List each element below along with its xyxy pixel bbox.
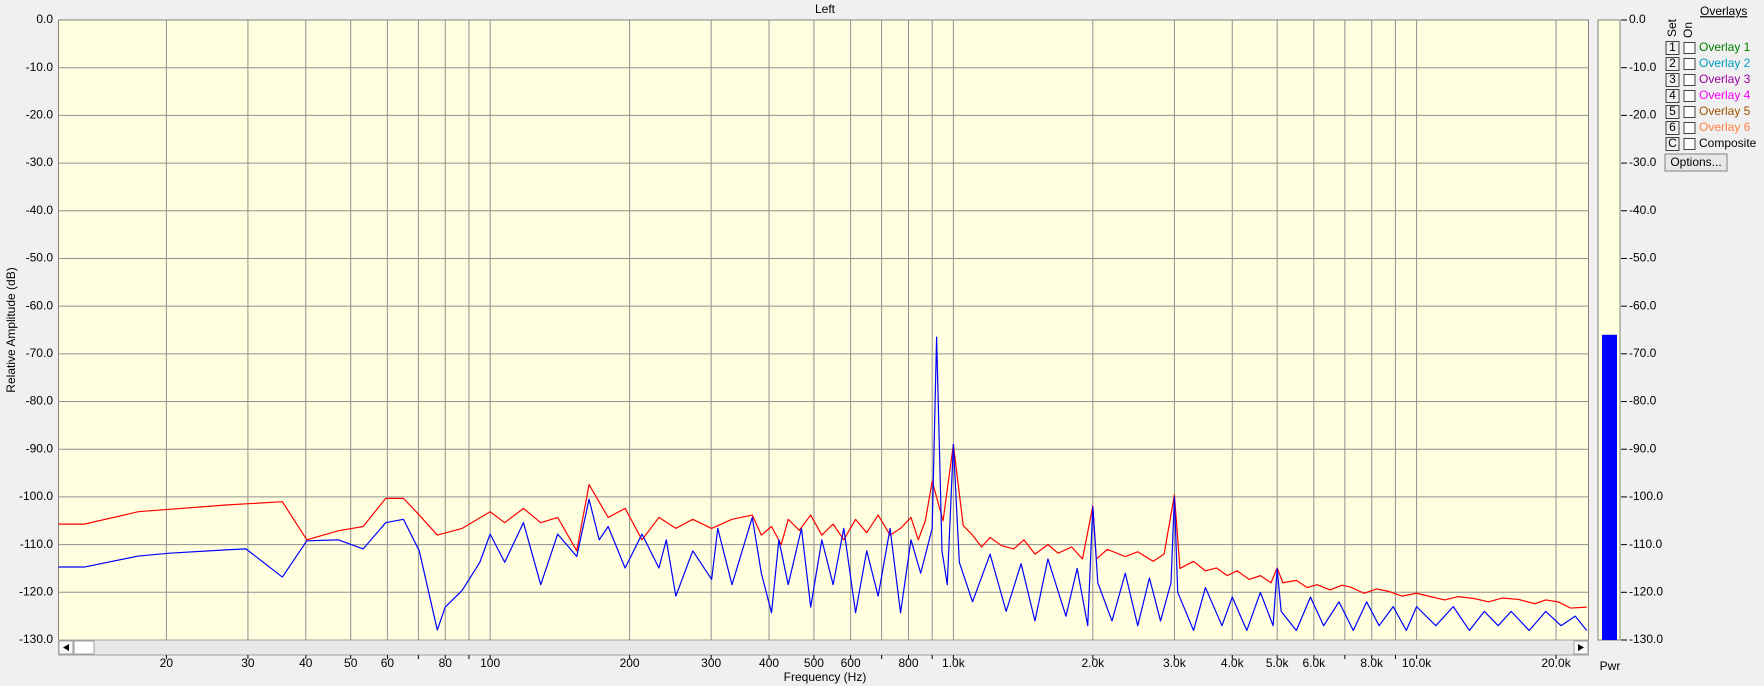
x-tick-label: 60 (381, 656, 395, 670)
y-tick-label: -10.0 (26, 60, 54, 74)
y-tick-label: -50.0 (26, 251, 54, 265)
set-button-label: 6 (1669, 120, 1676, 134)
meter-tick-label: -90.0 (1629, 441, 1657, 455)
overlay-checkbox[interactable] (1683, 90, 1696, 102)
y-tick-label: 0.0 (36, 12, 53, 26)
meter-tick-label: -30.0 (1629, 155, 1657, 169)
set-button-label: 2 (1669, 56, 1676, 70)
y-tick-label: -80.0 (26, 394, 54, 408)
set-button[interactable] (1665, 73, 1680, 87)
meter-tick-label: -80.0 (1629, 394, 1657, 408)
x-tick-label: 8.0k (1360, 656, 1384, 670)
meter-tick-label: -110.0 (1629, 537, 1662, 551)
x-tick-label: 40 (299, 656, 313, 670)
y-tick-label: -20.0 (26, 108, 54, 122)
y-tick-label: -110.0 (20, 537, 53, 551)
meter-tick-label: -130.0 (1629, 632, 1663, 646)
set-button[interactable] (1665, 41, 1680, 55)
y-tick-label: -60.0 (26, 298, 54, 312)
y-tick-label: -100.0 (19, 489, 53, 503)
meter-tick-label: 0.0 (1629, 12, 1646, 26)
y-tick-label: -40.0 (26, 203, 54, 217)
set-button[interactable] (1665, 57, 1680, 71)
set-button[interactable] (1665, 105, 1680, 119)
x-tick-label: 1.0k (942, 656, 966, 670)
scroll-track (58, 639, 1589, 656)
x-tick-label: 500 (804, 656, 824, 670)
options-button-label: Options... (1670, 155, 1721, 169)
x-tick-label: 400 (759, 656, 779, 670)
x-tick-label: 20 (160, 656, 174, 670)
overlay-label: Overlay 2 (1699, 56, 1751, 70)
overlay-label: Overlay 1 (1699, 40, 1751, 54)
plot-area (58, 19, 1589, 641)
overlay-checkbox[interactable] (1683, 122, 1696, 134)
meter-tick-label: -20.0 (1629, 108, 1657, 122)
x-tick-label: 3.0k (1163, 656, 1187, 670)
set-button-label: C (1668, 136, 1677, 150)
y-tick-label: -70.0 (26, 346, 54, 360)
chart-title: Left (815, 2, 836, 16)
set-button-label: 5 (1669, 104, 1676, 118)
meter-tick-label: -100.0 (1629, 489, 1663, 503)
meter-tick-label: -40.0 (1629, 203, 1657, 217)
meter-bar (1602, 334, 1617, 640)
overlays-title: Overlays (1700, 4, 1747, 18)
x-tick-label: 4.0k (1221, 656, 1245, 670)
x-tick-label: 2.0k (1081, 656, 1105, 670)
y-tick-label: -130.0 (19, 632, 53, 646)
y-tick-label: -90.0 (26, 441, 54, 455)
meter-tick-label: -60.0 (1629, 298, 1657, 312)
x-tick-label: 10.0k (1402, 656, 1432, 670)
overlay-checkbox[interactable] (1683, 42, 1696, 54)
meter-tick-label: -50.0 (1629, 251, 1657, 265)
scroll-thumb[interactable] (73, 640, 95, 655)
x-tick-label: 6.0k (1302, 656, 1326, 670)
overlay-checkbox[interactable] (1683, 138, 1696, 150)
meter-tick-label: -120.0 (1629, 584, 1663, 598)
set-header: Set (1665, 18, 1679, 37)
meter-tick-label: -10.0 (1629, 60, 1657, 74)
series-line (58, 336, 1588, 632)
set-button-label: 4 (1669, 88, 1676, 102)
x-tick-label: 800 (898, 656, 918, 670)
x-axis-label: Frequency (Hz) (784, 670, 867, 684)
set-button[interactable] (1665, 137, 1680, 151)
y-tick-label: -30.0 (26, 155, 54, 169)
options-button[interactable] (1664, 153, 1728, 172)
on-header: On (1681, 22, 1695, 38)
arrow-icon (1578, 644, 1584, 651)
x-tick-label: 80 (439, 656, 453, 670)
y-axis-label: Relative Amplitude (dB) (4, 267, 18, 392)
overlay-checkbox[interactable] (1683, 106, 1696, 118)
x-tick-label: 20.0k (1541, 656, 1571, 670)
x-tick-label: 5.0k (1266, 656, 1290, 670)
series-line (58, 443, 1587, 609)
set-button-label: 1 (1669, 40, 1676, 54)
meter-tick-label: -70.0 (1629, 346, 1657, 360)
set-button[interactable] (1665, 121, 1680, 135)
set-button-label: 3 (1669, 72, 1676, 86)
overlay-label: Overlay 6 (1699, 120, 1751, 134)
x-tick-label: 30 (241, 656, 255, 670)
x-tick-label: 200 (620, 656, 640, 670)
overlay-label: Composite (1699, 136, 1757, 150)
overlay-checkbox[interactable] (1683, 74, 1696, 86)
x-tick-label: 300 (701, 656, 721, 670)
overlay-label: Overlay 3 (1699, 72, 1751, 86)
set-button[interactable] (1665, 89, 1680, 103)
x-tick-label: 600 (841, 656, 861, 670)
scrollbar (58, 639, 1589, 656)
y-tick-label: -120.0 (19, 584, 53, 598)
x-tick-label: 50 (344, 656, 358, 670)
overlay-checkbox[interactable] (1683, 58, 1696, 70)
overlay-label: Overlay 5 (1699, 104, 1751, 118)
arrow-icon (63, 644, 69, 651)
x-tick-label: 100 (480, 656, 500, 670)
meter-label: Pwr (1600, 659, 1621, 673)
overlay-label: Overlay 4 (1699, 88, 1751, 102)
